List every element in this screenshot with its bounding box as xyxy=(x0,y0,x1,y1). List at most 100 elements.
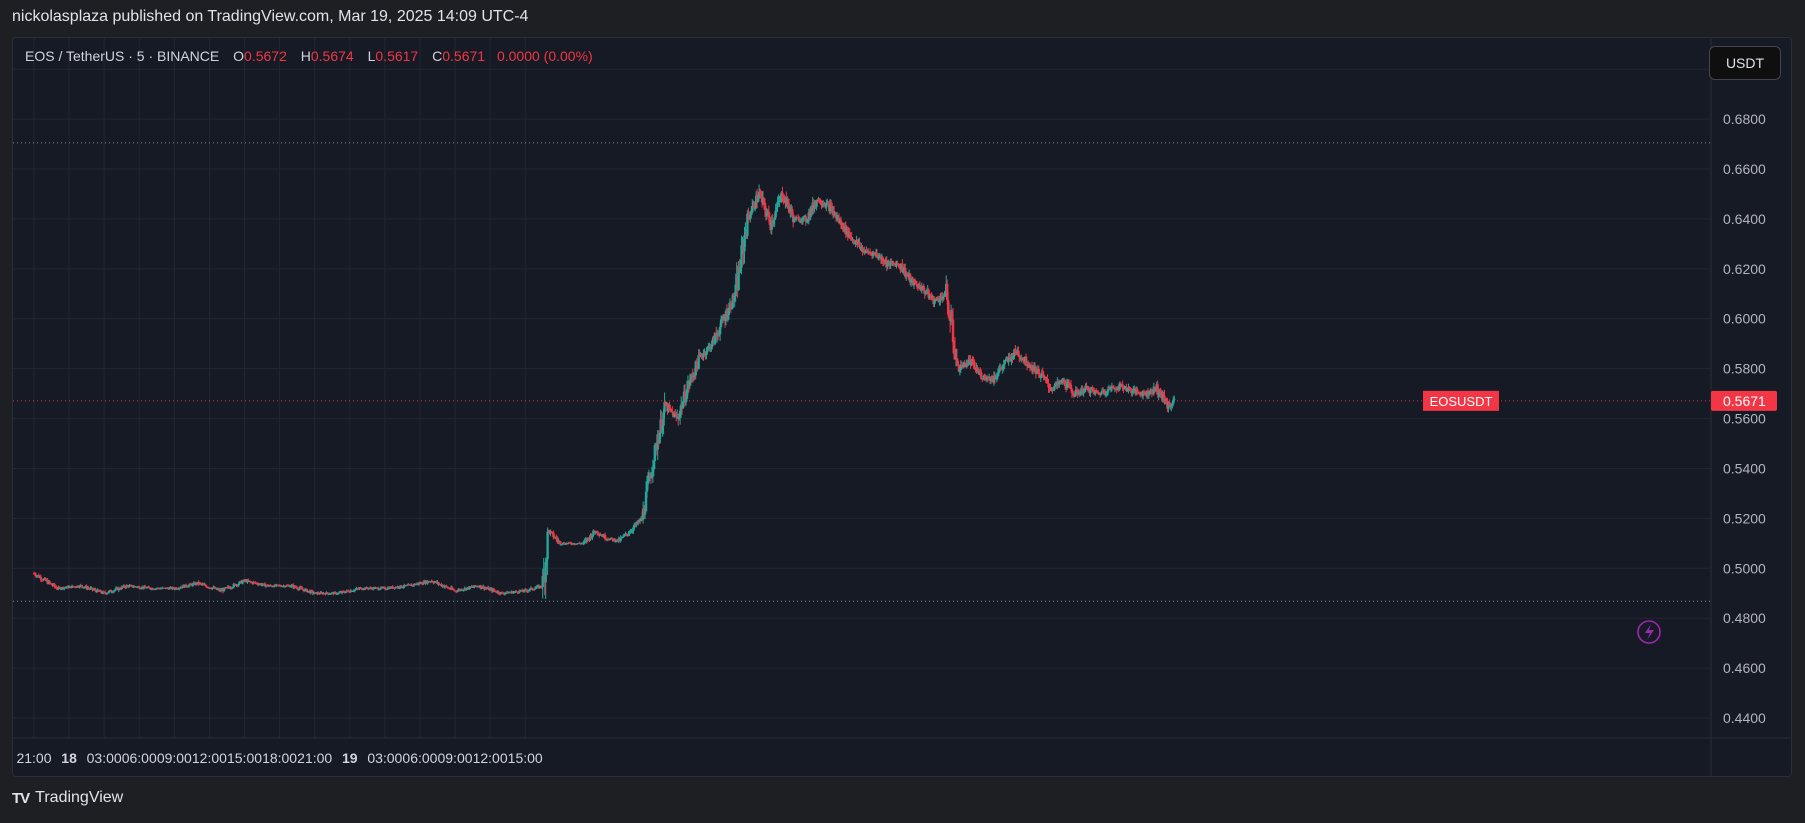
candle-body xyxy=(73,586,77,588)
candle-body xyxy=(681,400,685,409)
candle-body xyxy=(60,588,63,590)
candle-body xyxy=(996,372,1000,377)
candle-body xyxy=(613,538,617,542)
y-tick-label: 0.5800 xyxy=(1723,361,1766,377)
candle-body xyxy=(806,219,810,221)
candle-body xyxy=(513,591,516,593)
candle-body xyxy=(782,198,785,201)
candle-body xyxy=(960,364,964,368)
lightning-icon[interactable] xyxy=(1637,620,1661,644)
candle-body xyxy=(151,588,155,590)
candle-body xyxy=(497,591,501,594)
candle-body xyxy=(123,585,126,588)
legend-symbol[interactable]: EOS / TetherUS · 5 · BINANCE xyxy=(25,48,220,64)
candle-body xyxy=(263,583,267,587)
candle-body xyxy=(1115,389,1118,391)
candle-body xyxy=(480,585,483,589)
candle-body xyxy=(977,370,980,374)
currency-button[interactable]: USDT xyxy=(1709,46,1781,80)
candle-body xyxy=(1002,364,1005,366)
candle-body xyxy=(951,319,955,343)
candle-body xyxy=(260,584,264,586)
candle-body xyxy=(247,580,250,582)
candle-body xyxy=(664,401,667,406)
legend-low-label: L xyxy=(367,48,376,64)
candle-body xyxy=(312,593,315,595)
candle-body xyxy=(521,589,524,592)
candle-body xyxy=(1132,389,1135,392)
candle-body xyxy=(883,262,887,264)
candle-body xyxy=(906,273,909,276)
candle-body xyxy=(950,317,954,320)
candle-body xyxy=(678,410,682,418)
candle-body xyxy=(597,533,600,535)
candle-body xyxy=(646,481,650,485)
candle-body xyxy=(1044,376,1047,379)
candle-body xyxy=(658,432,661,444)
candle-body xyxy=(863,249,866,254)
candle-body xyxy=(879,255,883,260)
y-tick-label: 0.6200 xyxy=(1723,261,1766,277)
candle-body xyxy=(186,586,190,588)
symbol-tag-background xyxy=(1423,390,1499,411)
candle-body xyxy=(653,445,657,462)
candle-body xyxy=(1046,379,1049,384)
candle-body xyxy=(570,543,574,545)
candle-body xyxy=(501,592,504,594)
chart-panel[interactable]: 0.70000.68000.66000.64000.62000.60000.58… xyxy=(12,37,1792,777)
candle-body xyxy=(264,585,268,587)
candle-body xyxy=(414,584,418,586)
candle-body xyxy=(727,307,731,316)
candle-body xyxy=(105,593,109,595)
candle-body xyxy=(153,589,157,591)
candle-body xyxy=(650,472,654,479)
candle-body xyxy=(562,542,566,545)
lightning-icon-glyph xyxy=(1645,624,1654,640)
candle-body xyxy=(337,592,341,594)
candle-body xyxy=(1141,390,1145,396)
candle-body xyxy=(342,591,346,593)
candle-body xyxy=(269,585,273,587)
candle-body xyxy=(532,589,536,591)
candle-body xyxy=(230,587,234,589)
candle-body xyxy=(117,587,120,591)
candle-body xyxy=(362,589,365,591)
candle-body xyxy=(947,314,951,317)
candlestick-chart[interactable]: 0.70000.68000.66000.64000.62000.60000.58… xyxy=(13,38,1791,776)
candle-body xyxy=(702,354,705,358)
candle-body xyxy=(541,575,544,587)
tradingview-brand[interactable]: TV TradingView xyxy=(12,789,123,807)
x-tick-label: 06:00 xyxy=(402,750,437,766)
candle-body xyxy=(873,252,877,254)
candle-body xyxy=(955,358,959,361)
candle-body xyxy=(1068,384,1072,386)
candle-body xyxy=(556,539,559,542)
candle-body xyxy=(858,242,861,248)
candle-body xyxy=(530,587,534,590)
candle-body xyxy=(676,417,680,419)
candle-body xyxy=(684,398,688,403)
candle-body xyxy=(850,237,853,240)
candle-body xyxy=(568,542,572,544)
candle-body xyxy=(953,350,957,360)
candle-body xyxy=(627,533,630,535)
candle-body xyxy=(922,286,925,291)
candle-body xyxy=(583,540,586,542)
candle-body xyxy=(1035,373,1039,375)
candle-body xyxy=(1137,392,1141,395)
candle-body xyxy=(622,535,625,538)
candle-body xyxy=(569,542,573,544)
x-tick-label: 06:00 xyxy=(122,750,157,766)
candle-body xyxy=(517,592,520,594)
candle-body xyxy=(925,292,928,294)
candle-body xyxy=(41,579,44,581)
candle-body xyxy=(607,539,611,541)
candle-body xyxy=(309,590,312,594)
candle-body xyxy=(1008,356,1011,358)
candle-body xyxy=(450,587,454,590)
candle-body xyxy=(592,530,595,536)
candle-body xyxy=(939,295,942,302)
candle-body xyxy=(348,591,351,593)
candle-body xyxy=(956,360,960,366)
candle-body xyxy=(725,310,729,319)
